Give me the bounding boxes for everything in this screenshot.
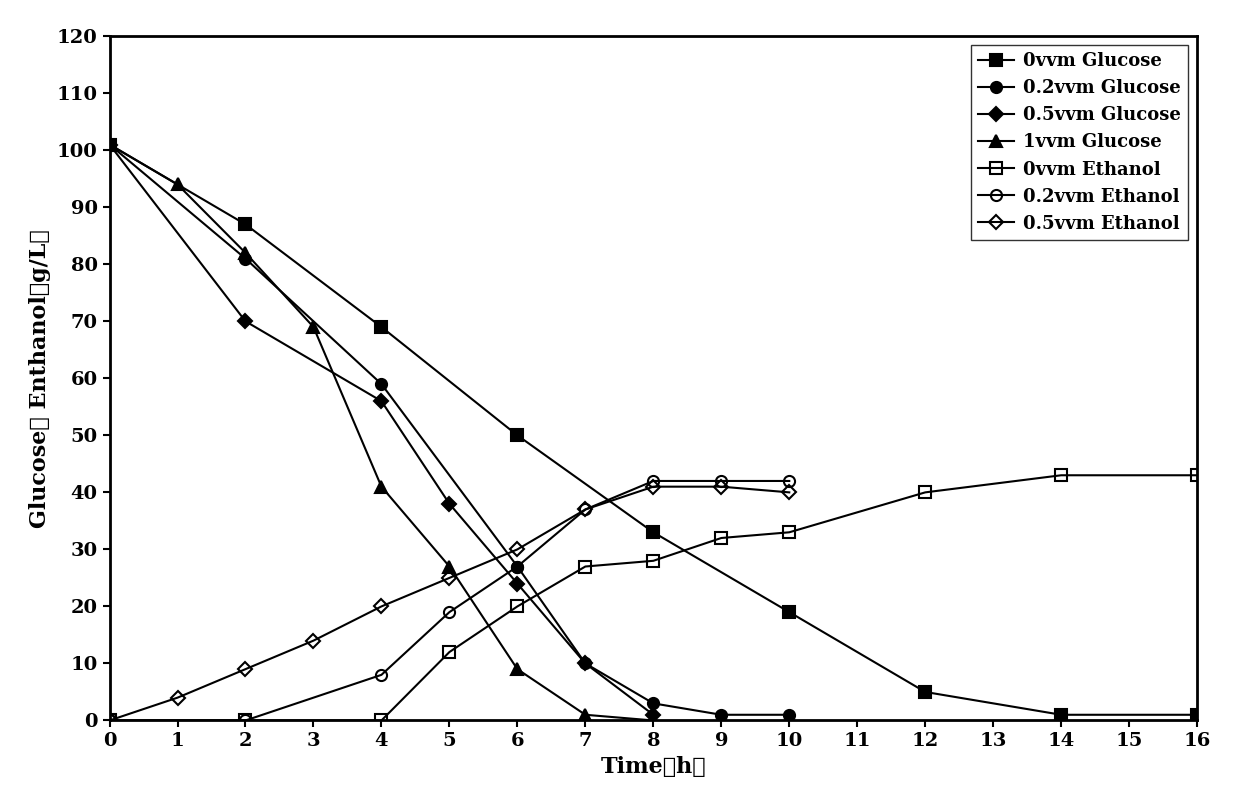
0.5vvm Ethanol [374, 601, 389, 611]
0vvm Ethanol [238, 716, 253, 725]
1vvm Glucose [306, 322, 321, 332]
1vvm Glucose [441, 562, 456, 571]
0.5vvm Ethanol [170, 693, 185, 703]
0vvm Glucose [510, 430, 525, 440]
0.2vvm Glucose [238, 253, 253, 263]
0vvm Glucose [374, 322, 389, 332]
0.2vvm Ethanol [782, 476, 797, 486]
Line: 1vvm Glucose: 1vvm Glucose [104, 139, 658, 726]
1vvm Glucose [238, 248, 253, 257]
0vvm Ethanol [1189, 470, 1204, 480]
0vvm Glucose [102, 140, 117, 149]
0vvm Ethanol [510, 601, 525, 611]
0vvm Ethanol [918, 487, 932, 497]
1vvm Glucose [170, 180, 185, 190]
1vvm Glucose [646, 716, 661, 725]
0.2vvm Glucose [714, 710, 729, 720]
0vvm Glucose [238, 220, 253, 229]
0.2vvm Glucose [510, 562, 525, 571]
0.5vvm Ethanol [238, 664, 253, 674]
0.5vvm Glucose [510, 579, 525, 588]
0.5vvm Ethanol [578, 504, 593, 514]
0.2vvm Ethanol [374, 670, 389, 679]
Line: 0.5vvm Ethanol: 0.5vvm Ethanol [104, 482, 794, 725]
1vvm Glucose [374, 482, 389, 491]
0.2vvm Ethanol [441, 608, 456, 617]
0vvm Ethanol [782, 528, 797, 537]
0.5vvm Glucose [102, 140, 117, 149]
0vvm Ethanol [578, 562, 593, 571]
Line: 0.2vvm Ethanol: 0.2vvm Ethanol [104, 475, 795, 726]
0.2vvm Glucose [374, 379, 389, 389]
0.5vvm Ethanol [646, 482, 661, 491]
0.5vvm Ethanol [102, 716, 117, 725]
0vvm Ethanol [714, 533, 729, 543]
0vvm Ethanol [1054, 470, 1069, 480]
0.5vvm Ethanol [782, 487, 797, 497]
0.2vvm Ethanol [578, 504, 593, 514]
1vvm Glucose [578, 710, 593, 720]
Line: 0.2vvm Glucose: 0.2vvm Glucose [104, 139, 795, 721]
1vvm Glucose [102, 140, 117, 149]
0vvm Glucose [646, 528, 661, 537]
0vvm Ethanol [441, 647, 456, 657]
0.2vvm Ethanol [714, 476, 729, 486]
0vvm Ethanol [374, 716, 389, 725]
0.5vvm Glucose [646, 710, 661, 720]
0.5vvm Glucose [441, 499, 456, 508]
0.2vvm Glucose [782, 710, 797, 720]
0vvm Glucose [1189, 710, 1204, 720]
0.2vvm Glucose [646, 699, 661, 709]
0.2vvm Ethanol [102, 716, 117, 725]
Line: 0.5vvm Glucose: 0.5vvm Glucose [104, 140, 658, 720]
0.5vvm Ethanol [441, 573, 456, 583]
0.5vvm Ethanol [306, 636, 321, 646]
0.5vvm Ethanol [714, 482, 729, 491]
1vvm Glucose [510, 664, 525, 674]
0vvm Ethanol [102, 716, 117, 725]
0.5vvm Ethanol [510, 545, 525, 554]
0.5vvm Glucose [374, 396, 389, 406]
Line: 0vvm Glucose: 0vvm Glucose [104, 139, 1203, 721]
0.2vvm Glucose [578, 659, 593, 668]
Line: 0vvm Ethanol: 0vvm Ethanol [104, 470, 1203, 726]
Legend: 0vvm Glucose, 0.2vvm Glucose, 0.5vvm Glucose, 1vvm Glucose, 0vvm Ethanol, 0.2vvm: 0vvm Glucose, 0.2vvm Glucose, 0.5vvm Glu… [971, 45, 1188, 240]
X-axis label: Time（h）: Time（h） [600, 756, 706, 778]
0vvm Glucose [1054, 710, 1069, 720]
0vvm Glucose [918, 687, 932, 696]
0vvm Glucose [782, 608, 797, 617]
0.2vvm Glucose [102, 140, 117, 149]
0.2vvm Ethanol [238, 716, 253, 725]
0.5vvm Glucose [238, 316, 253, 326]
0.2vvm Ethanol [510, 562, 525, 571]
Y-axis label: Glucose， Enthanol（g/L）: Glucose， Enthanol（g/L） [30, 229, 51, 528]
0.2vvm Ethanol [646, 476, 661, 486]
0.5vvm Glucose [578, 659, 593, 668]
0vvm Ethanol [646, 556, 661, 566]
